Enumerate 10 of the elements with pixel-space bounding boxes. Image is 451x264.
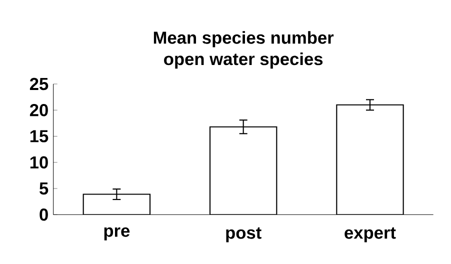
x-tick-label: pre: [104, 227, 130, 240]
y-tick-label: 25: [30, 78, 48, 90]
y-tick-label: 0: [40, 208, 48, 221]
y-tick-label: 15: [30, 130, 48, 142]
y-tick-label: 20: [30, 104, 48, 116]
y-tick-label: 10: [30, 156, 48, 169]
chart-title: Mean species number open water species: [154, 31, 334, 69]
x-tick-label: post: [226, 227, 262, 242]
y-tick-label: 5: [40, 182, 48, 195]
x-tick-label: expert: [344, 227, 396, 242]
